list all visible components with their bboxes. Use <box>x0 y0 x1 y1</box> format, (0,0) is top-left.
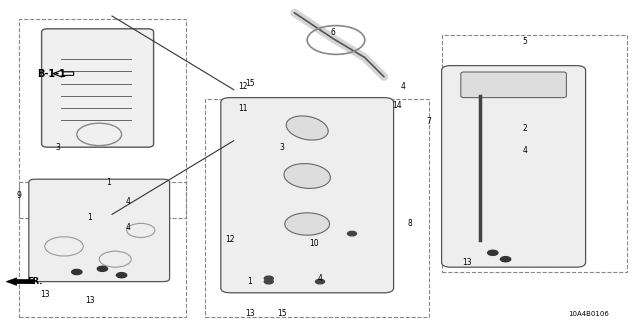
FancyBboxPatch shape <box>29 179 170 282</box>
Text: 1: 1 <box>87 213 92 222</box>
Text: 4: 4 <box>317 274 323 283</box>
FancyArrow shape <box>53 70 74 77</box>
Text: 7: 7 <box>426 117 431 126</box>
Circle shape <box>264 279 273 284</box>
Circle shape <box>72 269 82 275</box>
Circle shape <box>116 273 127 278</box>
FancyBboxPatch shape <box>42 29 154 147</box>
Circle shape <box>316 279 324 284</box>
FancyBboxPatch shape <box>442 66 586 267</box>
Text: 10A4B0106: 10A4B0106 <box>568 311 609 316</box>
FancyBboxPatch shape <box>221 98 394 293</box>
Text: 4: 4 <box>125 223 131 232</box>
Ellipse shape <box>286 116 328 140</box>
Text: 13: 13 <box>84 296 95 305</box>
Text: 10: 10 <box>308 239 319 248</box>
Circle shape <box>500 257 511 262</box>
Text: 1: 1 <box>106 178 111 187</box>
Text: 12: 12 <box>226 236 235 244</box>
Text: 3: 3 <box>279 143 284 152</box>
Text: 5: 5 <box>522 37 527 46</box>
Text: 6: 6 <box>330 28 335 36</box>
Text: 4: 4 <box>401 82 406 91</box>
FancyBboxPatch shape <box>461 72 566 98</box>
Text: B-1-1: B-1-1 <box>36 68 66 79</box>
FancyArrow shape <box>6 278 34 285</box>
Ellipse shape <box>284 164 330 188</box>
Text: 12: 12 <box>239 82 248 91</box>
Circle shape <box>488 250 498 255</box>
Text: 2: 2 <box>522 124 527 132</box>
Text: 4: 4 <box>522 146 527 155</box>
Text: 13: 13 <box>244 309 255 318</box>
Text: 14: 14 <box>392 101 402 110</box>
Text: 15: 15 <box>244 79 255 88</box>
Circle shape <box>264 276 273 281</box>
Text: 9: 9 <box>17 191 22 200</box>
Circle shape <box>97 266 108 271</box>
Text: FR.: FR. <box>28 277 43 286</box>
Text: 11: 11 <box>239 104 248 113</box>
Ellipse shape <box>285 213 330 235</box>
Text: 13: 13 <box>40 290 50 299</box>
Text: 1: 1 <box>247 277 252 286</box>
Text: 4: 4 <box>125 197 131 206</box>
Text: 13: 13 <box>462 258 472 267</box>
Text: 15: 15 <box>276 309 287 318</box>
Text: 3: 3 <box>55 143 60 152</box>
Circle shape <box>348 231 356 236</box>
Text: 8: 8 <box>407 220 412 228</box>
